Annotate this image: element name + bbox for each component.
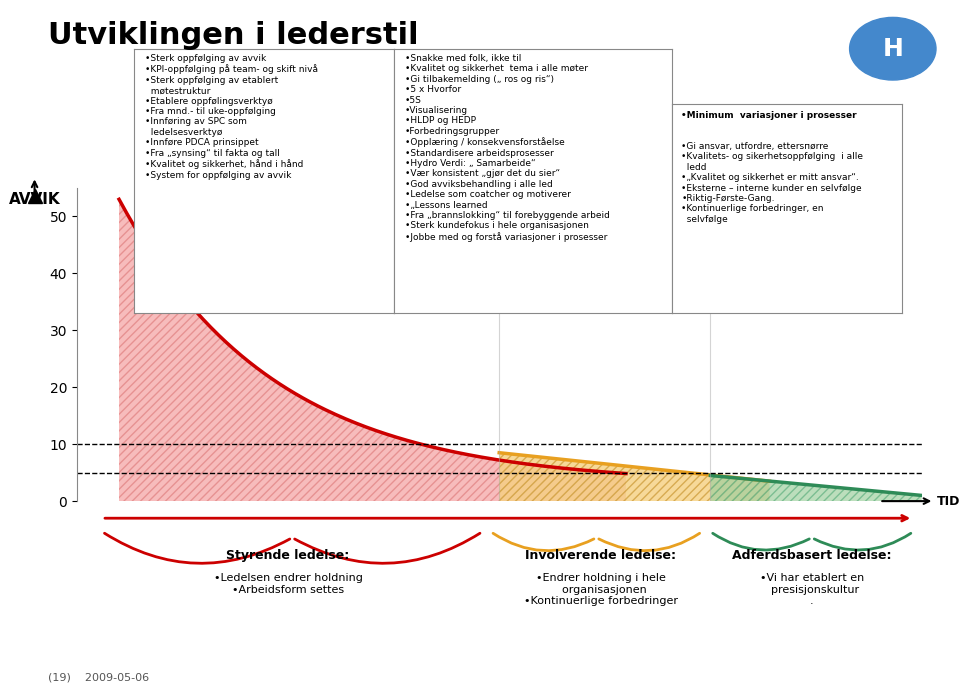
Text: H: H — [882, 37, 903, 61]
Text: •Endrer holdning i hele
  organisasjonen
•Kontinuerlige forbedringer: •Endrer holdning i hele organisasjonen •… — [523, 574, 678, 606]
Text: AVVIK: AVVIK — [9, 192, 60, 207]
Text: (19)    2009-05-06: (19) 2009-05-06 — [48, 672, 149, 682]
Circle shape — [850, 17, 936, 80]
Text: Styrende ledelse:: Styrende ledelse: — [227, 550, 349, 562]
Text: •Ledelsen endrer holdning
•Arbeidsform settes: •Ledelsen endrer holdning •Arbeidsform s… — [213, 574, 363, 595]
Text: Involverende ledelse:: Involverende ledelse: — [525, 550, 676, 562]
Text: TID: TID — [937, 495, 960, 507]
Text: •Minimum  variasjoner i prosesser: •Minimum variasjoner i prosesser — [682, 111, 857, 120]
Text: Utviklingen i lederstil: Utviklingen i lederstil — [48, 21, 419, 50]
Text: •Sterk oppfølging av avvik
•KPI-oppfølging på team- og skift nivå
•Sterk oppfølg: •Sterk oppfølging av avvik •KPI-oppfølgi… — [145, 54, 318, 180]
Text: •Snakke med folk, ikke til
•Kvalitet og sikkerhet  tema i alle møter
•Gi tilbake: •Snakke med folk, ikke til •Kvalitet og … — [405, 54, 610, 242]
Text: •Gi ansvar, utfordre, ettersпørre
•Kvalitets- og sikerhetsoppfølging  i alle
  l: •Gi ansvar, utfordre, ettersпørre •Kvali… — [682, 142, 863, 224]
Text: Adferdsbasert ledelse:: Adferdsbasert ledelse: — [732, 550, 892, 562]
Text: •Vi har etablert en
  presisjonskultur
.: •Vi har etablert en presisjonskultur . — [759, 574, 864, 606]
